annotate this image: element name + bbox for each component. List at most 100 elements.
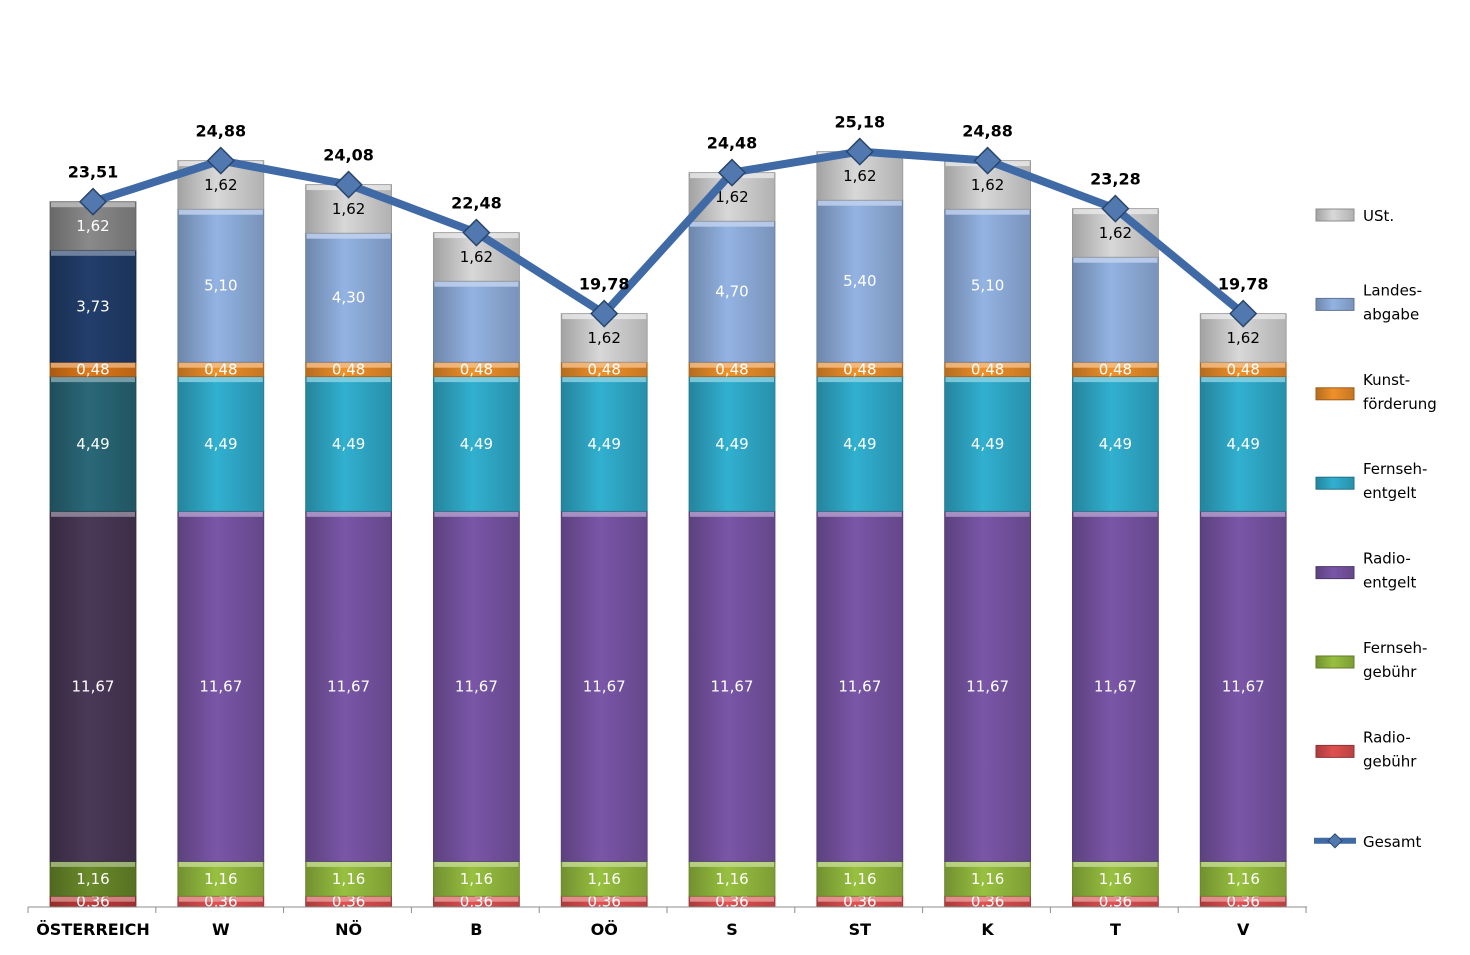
- bar-bevel: [1073, 362, 1158, 368]
- bar-segment-fernseh-entgelt-b: [432, 376, 520, 512]
- segment-value-label: 0,36: [1099, 893, 1132, 911]
- segment-value-label: 0,48: [715, 360, 748, 378]
- bar-bevel: [306, 362, 391, 368]
- bar-bevel: [817, 200, 902, 206]
- legend-item-fernseh-gebühr: Fernseh-gebühr: [1315, 639, 1427, 681]
- bar-segment-landes-abgabe-s: [688, 220, 776, 363]
- segment-value-label: 1,16: [204, 870, 237, 888]
- segment-value-label: 11,67: [966, 677, 1009, 695]
- bar-bevel: [1073, 896, 1158, 902]
- segment-value-label: 4,49: [843, 435, 876, 453]
- bar-segment-fernseh-entgelt-nö: [305, 376, 393, 512]
- legend-label: Gesamt: [1363, 833, 1421, 851]
- bar-bevel: [306, 861, 391, 867]
- category-label-k: K: [981, 920, 994, 939]
- legend-label: Kunst-: [1363, 371, 1410, 389]
- category-label-österreich: ÖSTERREICH: [36, 920, 150, 939]
- bar-segment-radio-entgelt-v: [1199, 510, 1287, 862]
- legend-swatch: [1315, 476, 1355, 490]
- bar-segment-landes-abgabe-österreich: [49, 249, 137, 363]
- legend-label: entgelt: [1363, 574, 1417, 592]
- bar-bevel: [817, 362, 902, 368]
- segment-value-label: 4,49: [204, 435, 237, 453]
- segment-value-label: 4,49: [1226, 435, 1259, 453]
- segment-value-label: 4,49: [332, 435, 365, 453]
- segment-value-label: 3,73: [76, 297, 109, 315]
- bar-bevel: [817, 861, 902, 867]
- total-marker: [78, 187, 108, 216]
- bar-bevel: [690, 511, 774, 517]
- legend-item-landes-abgabe: Landes-abgabe: [1315, 281, 1422, 323]
- total-value-label: 19,78: [1218, 275, 1269, 294]
- segment-value-label: 0,36: [843, 893, 876, 911]
- legend-item-kunst-förderung: Kunst-förderung: [1315, 371, 1437, 413]
- segment-value-label: 0,48: [204, 360, 237, 378]
- bar-bevel: [817, 896, 902, 902]
- segment-value-label: 1,62: [1226, 329, 1259, 347]
- bar-segment-radio-entgelt-oö: [560, 510, 648, 862]
- bar-bevel: [1201, 362, 1286, 368]
- bar-bevel: [1073, 861, 1158, 867]
- bar-bevel: [306, 896, 391, 902]
- bar-bevel: [51, 250, 135, 256]
- legend-item-radio-gebühr: Radio-gebühr: [1315, 728, 1417, 770]
- bar-segment-radio-entgelt-k: [944, 510, 1031, 862]
- bar-segment-fernseh-entgelt-t: [1072, 376, 1159, 512]
- bar-segment-fernseh-gebühr-österreich: [49, 861, 137, 897]
- bar-bevel: [1201, 377, 1286, 383]
- segment-value-label: 0,48: [971, 360, 1004, 378]
- segment-value-label: 0,36: [460, 893, 493, 911]
- bar-segment-radio-entgelt-nö: [305, 510, 393, 862]
- bar-bevel: [690, 896, 774, 902]
- bar-bevel: [434, 281, 519, 287]
- bar-bevel: [51, 861, 135, 867]
- legend-label: USt.: [1363, 207, 1394, 225]
- bar-bevel: [306, 511, 391, 517]
- bar-bevel: [945, 209, 1030, 215]
- legend-label: gebühr: [1363, 663, 1417, 681]
- segment-value-label: 4,49: [76, 435, 109, 453]
- bar-segment-fernseh-gebühr-w: [177, 861, 265, 897]
- segment-value-label: 11,67: [1222, 677, 1265, 695]
- legend-item-fernseh-entgelt: Fernseh-entgelt: [1315, 460, 1427, 502]
- bar-bevel: [562, 377, 647, 383]
- total-marker: [334, 170, 363, 199]
- bar-bevel: [434, 896, 519, 902]
- segment-value-label: 0,48: [587, 360, 620, 378]
- bar-bevel: [434, 362, 519, 368]
- total-marker: [590, 299, 619, 328]
- segment-value-label: 11,67: [327, 677, 370, 695]
- legend-label: gebühr: [1363, 752, 1417, 770]
- segment-value-label: 1,62: [332, 200, 365, 218]
- category-label-s: S: [726, 920, 738, 939]
- bar-segment-radio-entgelt-w: [177, 510, 265, 862]
- bar-bevel: [945, 362, 1030, 368]
- legend-label: Fernseh-: [1363, 460, 1427, 478]
- segment-value-label: 5,40: [843, 272, 876, 290]
- legend-label: förderung: [1363, 395, 1437, 413]
- segment-value-label: 0,36: [1226, 893, 1259, 911]
- total-marker: [206, 146, 235, 175]
- bar-segment-fernseh-entgelt-s: [688, 376, 776, 512]
- bar-bevel: [562, 362, 647, 368]
- total-value-label: 24,08: [323, 146, 374, 165]
- bar-segment-ust-österreich: [49, 201, 137, 251]
- segment-value-label: 11,67: [583, 677, 626, 695]
- bar-bevel: [690, 861, 774, 867]
- category-label-st: ST: [849, 920, 872, 939]
- bar-bevel: [434, 861, 519, 867]
- bar-bevel: [562, 861, 647, 867]
- total-value-label: 22,48: [451, 194, 502, 213]
- bar-segment-fernseh-gebühr-s: [688, 861, 776, 897]
- segment-value-label: 11,67: [72, 677, 115, 695]
- segment-value-label: 0,48: [1099, 360, 1132, 378]
- bar-segment-radio-entgelt-st: [816, 510, 904, 862]
- bar-bevel: [306, 233, 391, 239]
- bar-bevel: [1201, 861, 1286, 867]
- segment-value-label: 0,48: [76, 360, 109, 378]
- bar-bevel: [1073, 257, 1158, 263]
- bar-bevel: [945, 377, 1030, 383]
- segment-value-label: 11,67: [199, 677, 242, 695]
- total-line-layer: 23,51 24,88 24,08 22,48 19,78 24,48 25,18 24,88…: [68, 113, 1269, 328]
- bar-segment-radio-entgelt-t: [1072, 510, 1159, 862]
